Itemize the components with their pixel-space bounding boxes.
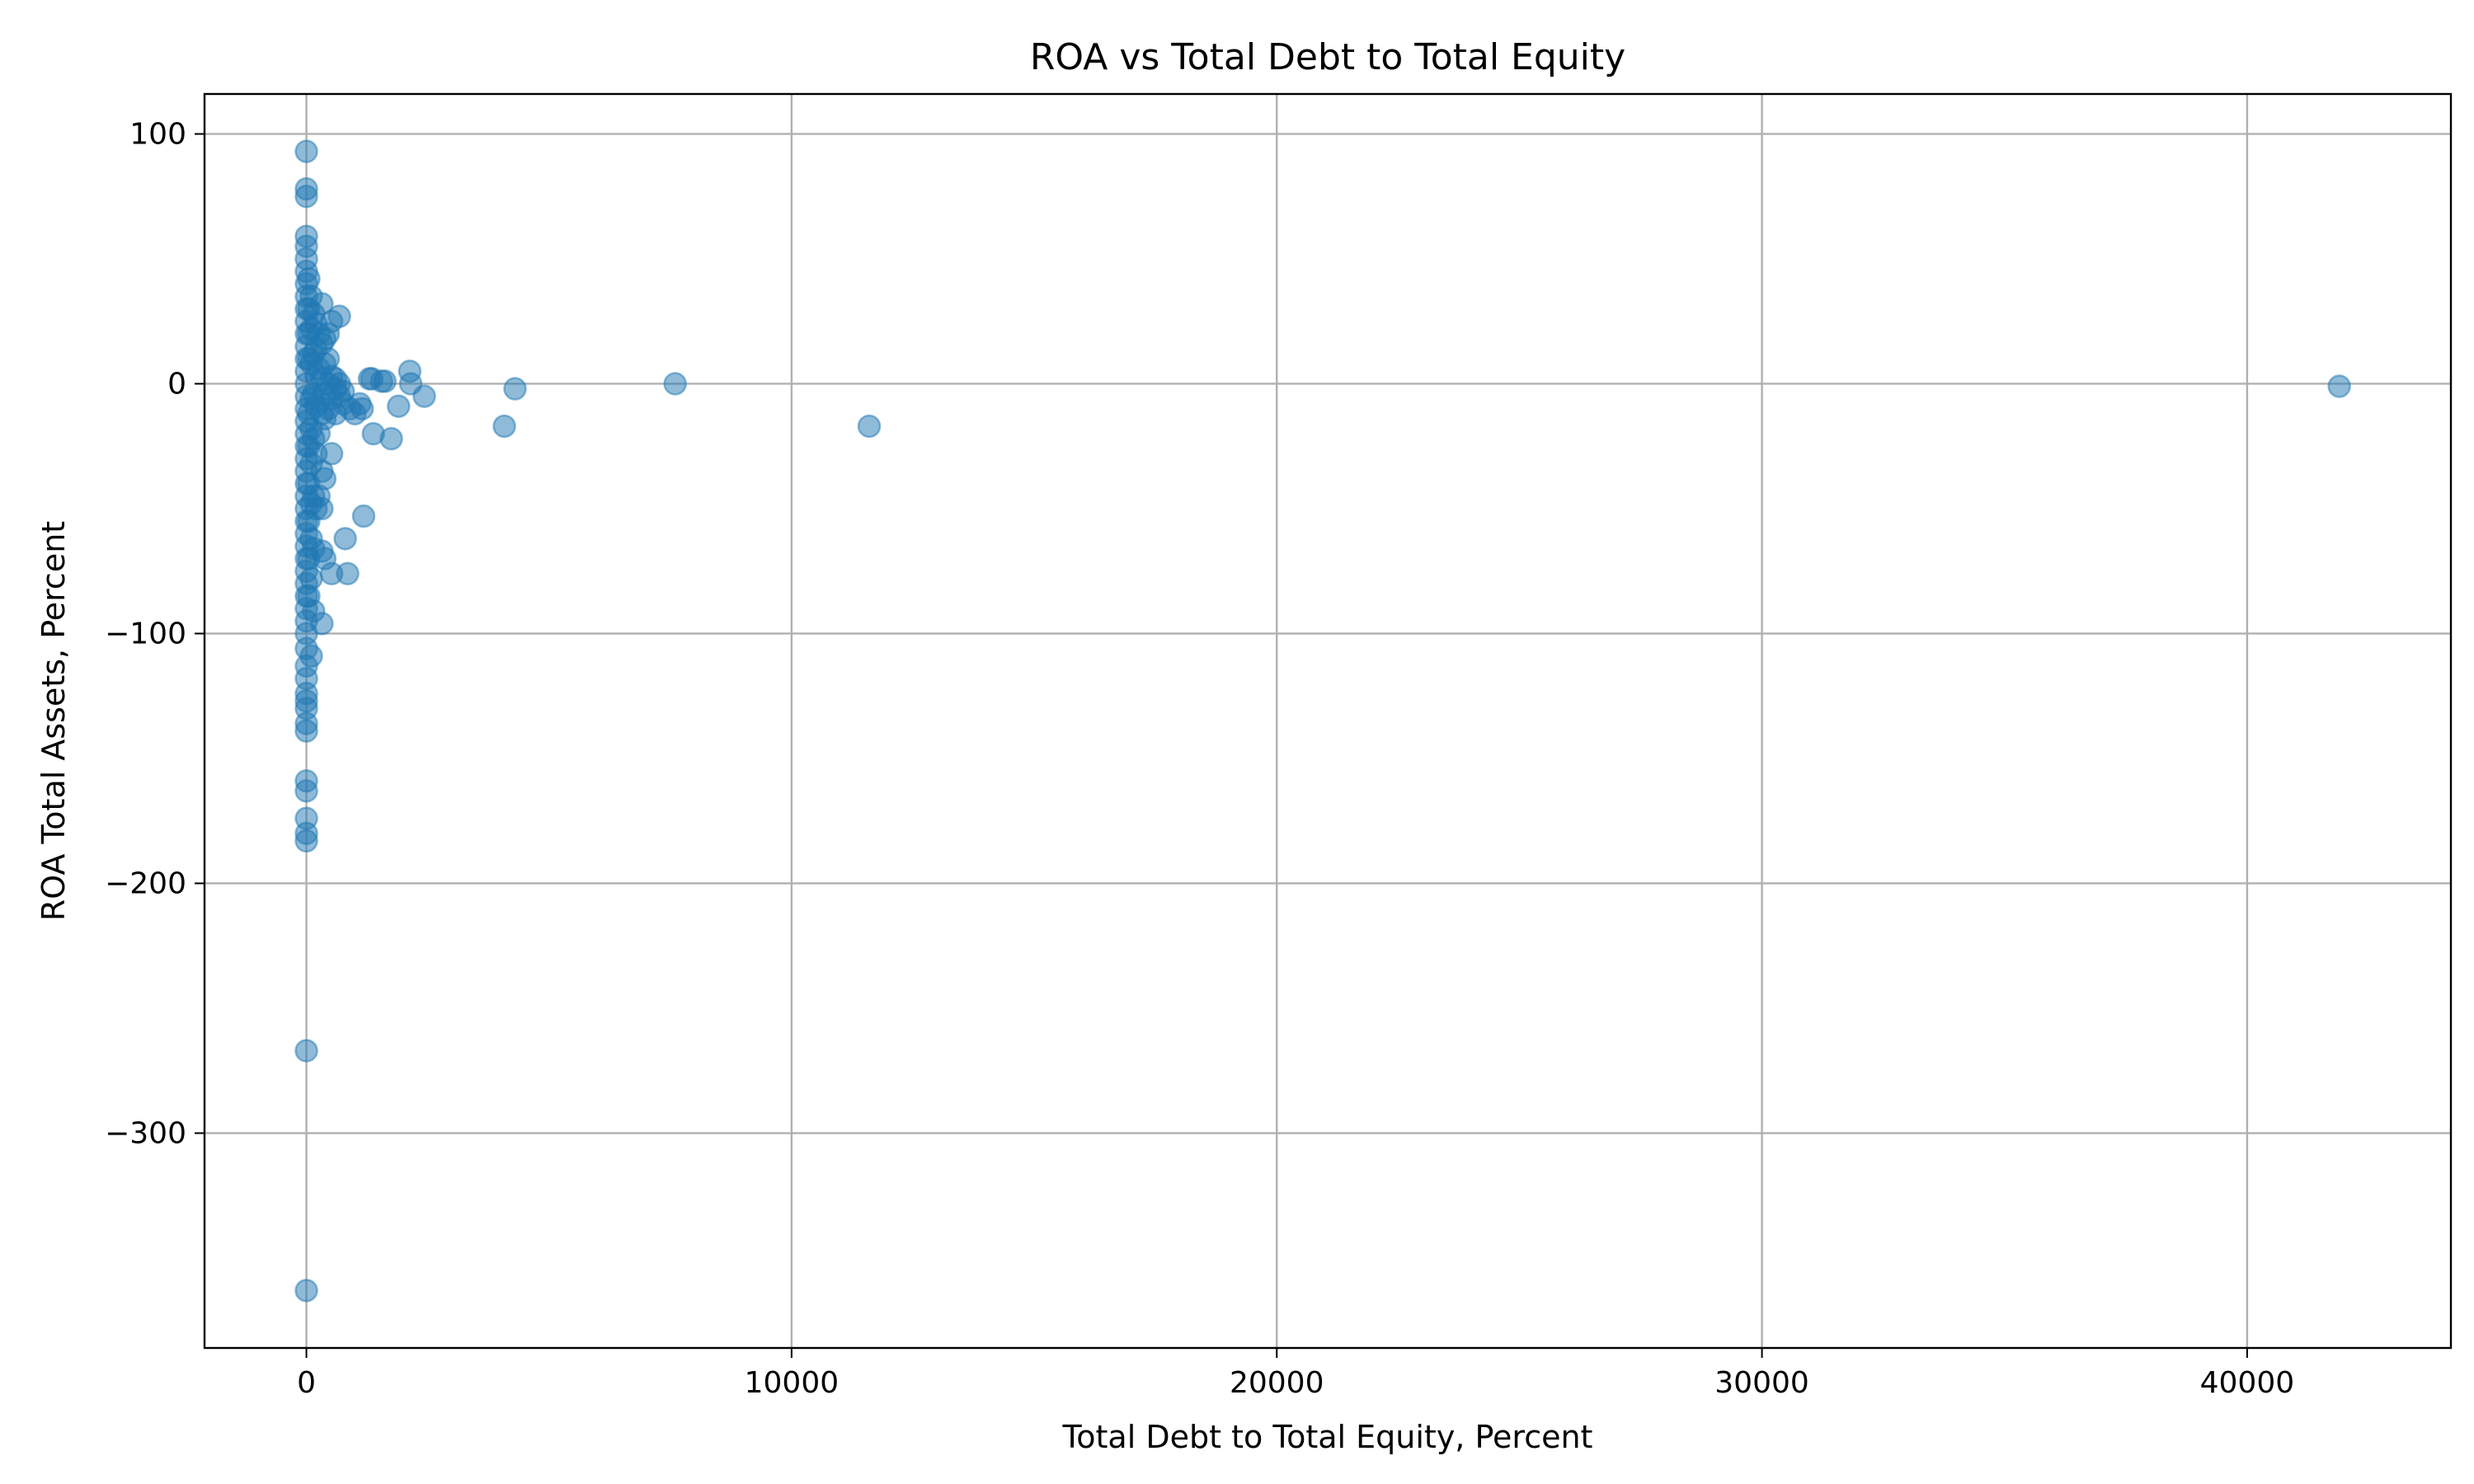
data-point (294, 1279, 318, 1303)
x-tick-label: 20000 (1230, 1366, 1324, 1400)
data-points (294, 139, 2351, 1303)
y-tick-label: −100 (105, 617, 186, 650)
x-axis-label: Total Debt to Total Equity, Percent (1062, 1419, 1593, 1455)
data-point (294, 829, 318, 853)
data-point (299, 566, 323, 591)
data-point (350, 397, 374, 421)
data-point (379, 426, 403, 451)
x-tick-label: 30000 (1714, 1366, 1809, 1400)
data-point (351, 504, 376, 528)
data-point (294, 779, 318, 803)
data-point (319, 442, 344, 466)
data-point (503, 377, 527, 401)
plot-frame (203, 92, 2453, 1350)
data-point (294, 184, 318, 209)
data-point (299, 644, 323, 668)
data-point (310, 612, 334, 636)
data-point (333, 527, 357, 551)
y-tick-label: −200 (105, 866, 186, 900)
x-tick-label: 40000 (2200, 1366, 2295, 1400)
y-tick-label: 0 (167, 367, 186, 401)
chart-title: ROA vs Total Debt to Total Equity (1030, 36, 1625, 78)
data-point (412, 384, 436, 408)
data-point (313, 467, 337, 491)
data-point (2327, 374, 2351, 398)
data-point (310, 496, 334, 521)
y-tick-label: 100 (129, 117, 186, 151)
data-point (327, 304, 351, 328)
data-point (294, 719, 318, 743)
data-point (492, 414, 516, 439)
data-point (310, 292, 334, 316)
data-point (663, 372, 687, 396)
axis-ticks: 0 10000 20000 30000 40000 100 0 −100 −200 −300 (105, 117, 2294, 1400)
grid-lines (205, 94, 2451, 1348)
data-point (336, 561, 360, 585)
x-tick-label: 0 (297, 1366, 316, 1400)
y-axis-label: ROA Total Assets, Percent (35, 521, 72, 921)
data-point (387, 394, 411, 418)
data-point (294, 139, 318, 163)
x-tick-label: 10000 (745, 1366, 840, 1400)
data-point (857, 414, 882, 439)
data-point (373, 369, 397, 393)
data-point (294, 1039, 318, 1063)
y-tick-label: −300 (105, 1116, 186, 1150)
